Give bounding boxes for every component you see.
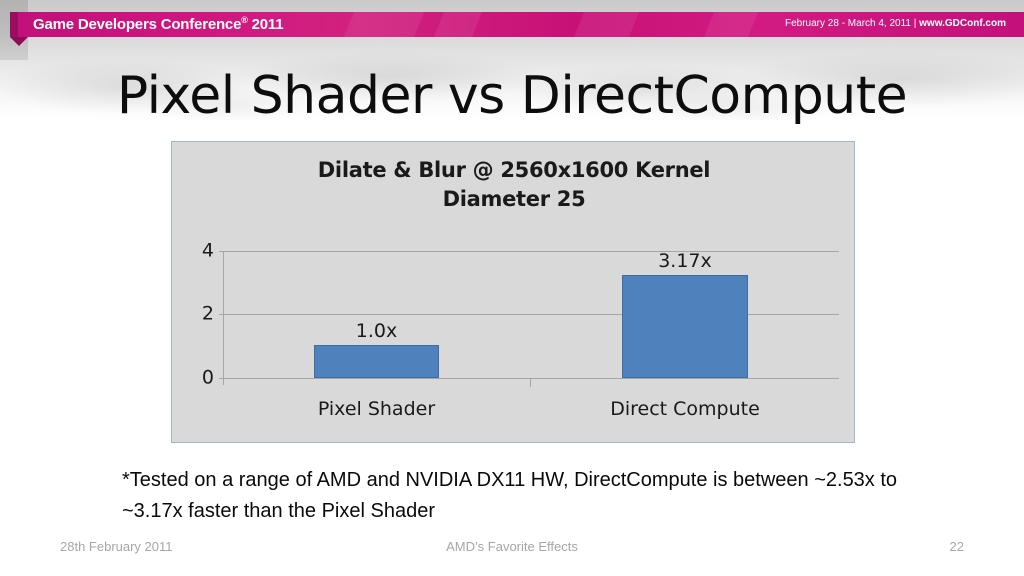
ribbon-fold-back bbox=[10, 12, 19, 37]
page-title: Pixel Shader vs DirectCompute bbox=[116, 66, 908, 126]
conference-year: 2011 bbox=[251, 16, 284, 33]
conference-dates: February 28 - March 4, 2011 | bbox=[785, 18, 920, 29]
footer-deck-title: AMD’s Favorite Effects bbox=[446, 539, 578, 554]
ribbon-fold-icon bbox=[10, 37, 28, 46]
slide-footer: 28th February 2011 AMD’s Favorite Effect… bbox=[0, 539, 1024, 561]
axis-line-y bbox=[219, 251, 224, 385]
conference-name: Game Developers Conference bbox=[33, 16, 242, 33]
bar-value-label-direct-compute: 3.17x bbox=[658, 250, 712, 272]
footnote-line-2: between ~2.53x to ~3.17x faster than the… bbox=[122, 469, 898, 522]
banner-sheen bbox=[697, 12, 763, 37]
category-divider-tick bbox=[530, 378, 531, 387]
footnote-line-1: *Tested on a range of AMD and NVIDIA DX1… bbox=[122, 469, 728, 491]
axis-line-x bbox=[223, 378, 839, 379]
registered-mark: ® bbox=[241, 15, 248, 25]
chart-plot-area: 4 2 0 1.0x 3.17x Pixel Shader Direct Com… bbox=[202, 241, 839, 420]
conference-dates-and-url: February 28 - March 4, 2011 | www.GDConf… bbox=[785, 18, 1006, 29]
x-axis-category-label-direct-compute: Direct Compute bbox=[610, 398, 760, 420]
bar-pixel-shader bbox=[314, 345, 439, 378]
bar-direct-compute bbox=[622, 275, 748, 378]
conference-website-link[interactable]: www.GDConf.com bbox=[919, 18, 1006, 29]
footer-date: 28th February 2011 bbox=[60, 539, 173, 554]
banner-sheen bbox=[567, 12, 644, 37]
y-tick-mark bbox=[219, 314, 223, 315]
y-tick-mark bbox=[219, 251, 223, 252]
y-axis-tick-label: 0 bbox=[201, 366, 214, 389]
x-axis-category-label-pixel-shader: Pixel Shader bbox=[317, 398, 436, 420]
conference-logo-text: Game Developers Conference® 2011 bbox=[33, 15, 284, 33]
y-tick-mark bbox=[219, 378, 223, 379]
chart-title-line-1: Dilate & Blur @ 2560x1600 Kernel bbox=[317, 158, 711, 182]
chart-title-line-2: Diameter 25 bbox=[442, 187, 586, 211]
footnote-text: *Tested on a range of AMD and NVIDIA DX1… bbox=[122, 465, 952, 527]
footer-page-number: 22 bbox=[949, 539, 964, 554]
chart-title: Dilate & Blur @ 2560x1600 Kernel Diamete… bbox=[200, 156, 828, 214]
y-axis-tick-label: 2 bbox=[201, 302, 214, 325]
gridline-2 bbox=[223, 314, 839, 315]
banner-sheen bbox=[427, 12, 487, 37]
bar-value-label-pixel-shader: 1.0x bbox=[355, 320, 398, 342]
gridline-4 bbox=[223, 251, 839, 252]
banner-sheen bbox=[337, 12, 429, 37]
chart-panel: Dilate & Blur @ 2560x1600 Kernel Diamete… bbox=[171, 141, 855, 443]
y-axis-tick-label: 4 bbox=[201, 239, 214, 262]
gdc-header-banner: Game Developers Conference® 2011 Februar… bbox=[18, 12, 1024, 37]
